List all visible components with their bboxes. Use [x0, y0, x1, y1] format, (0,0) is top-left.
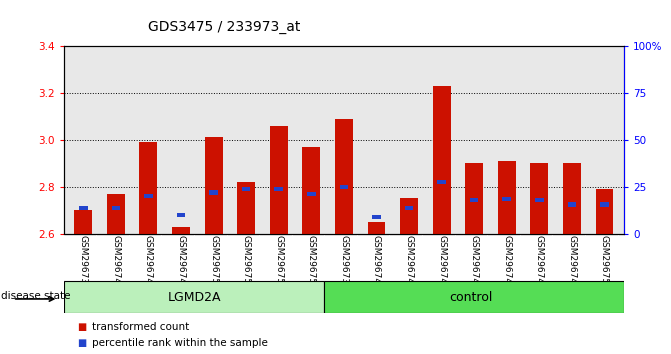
Text: ■: ■: [77, 322, 87, 332]
Text: GSM296740: GSM296740: [372, 235, 381, 290]
Text: percentile rank within the sample: percentile rank within the sample: [92, 338, 268, 348]
Bar: [433, 86, 450, 234]
Bar: [465, 163, 483, 234]
Bar: [405, 206, 413, 210]
Bar: [498, 161, 516, 234]
Bar: [307, 192, 315, 196]
Bar: [535, 198, 544, 202]
Bar: [563, 163, 581, 234]
Text: GSM296744: GSM296744: [470, 235, 478, 290]
Text: GSM296754: GSM296754: [307, 235, 316, 290]
Bar: [74, 210, 92, 234]
Text: GSM296751: GSM296751: [209, 235, 218, 290]
Text: GSM296748: GSM296748: [176, 235, 185, 290]
Text: LGMD2A: LGMD2A: [167, 291, 221, 304]
Bar: [400, 199, 418, 234]
Bar: [205, 137, 223, 234]
Text: GSM296743: GSM296743: [437, 235, 446, 290]
Bar: [568, 202, 576, 207]
Bar: [79, 206, 88, 210]
Bar: [140, 142, 158, 234]
Text: GSM296742: GSM296742: [111, 235, 120, 290]
Bar: [324, 281, 624, 313]
Bar: [470, 198, 478, 202]
Text: GSM296739: GSM296739: [340, 235, 348, 290]
Bar: [335, 119, 353, 234]
Bar: [340, 185, 348, 189]
Bar: [176, 213, 185, 217]
Bar: [270, 126, 288, 234]
Text: GDS3475 / 233973_at: GDS3475 / 233973_at: [148, 19, 300, 34]
Bar: [209, 190, 218, 195]
Bar: [242, 187, 250, 191]
Bar: [111, 206, 120, 210]
Bar: [372, 215, 380, 219]
Text: GSM296747: GSM296747: [144, 235, 153, 290]
Text: ■: ■: [77, 338, 87, 348]
Text: transformed count: transformed count: [92, 322, 189, 332]
Text: disease state: disease state: [1, 291, 71, 301]
Bar: [530, 163, 548, 234]
Text: GSM296746: GSM296746: [535, 235, 544, 290]
Bar: [437, 180, 446, 184]
Text: control: control: [450, 291, 493, 304]
Bar: [503, 197, 511, 201]
Text: GSM296753: GSM296753: [274, 235, 283, 290]
Bar: [303, 147, 320, 234]
Bar: [172, 227, 190, 234]
Bar: [238, 182, 255, 234]
Text: GSM296745: GSM296745: [503, 235, 511, 290]
Text: GSM296752: GSM296752: [242, 235, 251, 290]
Bar: [368, 222, 385, 234]
Text: GSM296749: GSM296749: [568, 235, 576, 290]
Bar: [64, 281, 324, 313]
Text: GSM296741: GSM296741: [405, 235, 413, 290]
Bar: [144, 194, 153, 198]
Bar: [600, 202, 609, 207]
Bar: [107, 194, 125, 234]
Text: GSM296738: GSM296738: [79, 235, 88, 290]
Bar: [596, 189, 613, 234]
Text: GSM296750: GSM296750: [600, 235, 609, 290]
Bar: [274, 187, 283, 191]
